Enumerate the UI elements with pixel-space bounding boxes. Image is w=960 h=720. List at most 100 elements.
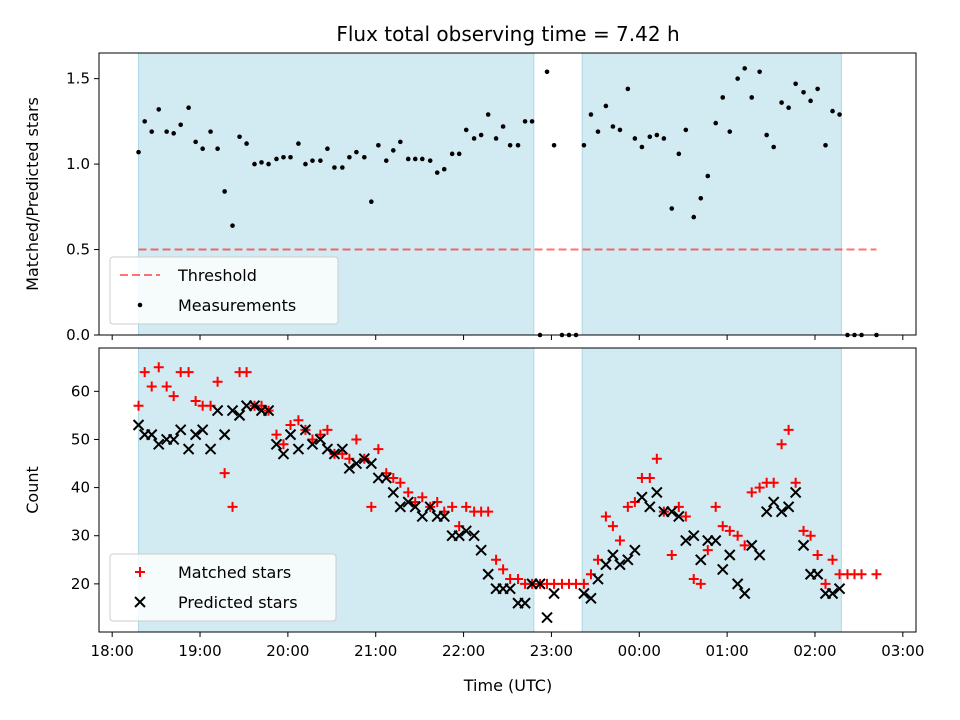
predicted-star-point bbox=[416, 510, 428, 523]
measurement-point bbox=[632, 136, 638, 141]
legend: Threshold Measurements bbox=[109, 256, 339, 325]
matched-star-point bbox=[754, 482, 765, 493]
predicted-star-point bbox=[541, 611, 553, 624]
measurement-point bbox=[647, 134, 653, 140]
predicted-star-point bbox=[277, 448, 290, 460]
matched-star-point bbox=[680, 511, 691, 522]
predicted-star-point bbox=[753, 549, 766, 561]
predicted-star-point bbox=[504, 582, 516, 595]
matched-star-point bbox=[622, 501, 633, 512]
measurement-point bbox=[625, 86, 631, 92]
predicted-star-point bbox=[629, 544, 641, 556]
measurement-point bbox=[507, 142, 513, 148]
x-tick-label: 23:00 bbox=[530, 642, 573, 660]
measurement-point bbox=[171, 131, 176, 136]
measurement-point bbox=[288, 154, 293, 160]
legend-measurement-swatch bbox=[137, 302, 143, 308]
measurement-point bbox=[376, 142, 381, 148]
predicted-star-point bbox=[709, 534, 722, 547]
predicted-star-point bbox=[534, 578, 546, 590]
measurement-point bbox=[164, 129, 169, 134]
predicted-star-point bbox=[314, 433, 327, 446]
matched-star-point bbox=[483, 506, 494, 517]
measurement-point bbox=[727, 129, 733, 134]
shaded-interval-1 bbox=[581, 52, 842, 336]
measurement-point bbox=[449, 151, 455, 157]
measurement-point bbox=[779, 100, 784, 105]
predicted-star-point bbox=[475, 544, 487, 556]
predicted-star-point bbox=[284, 428, 297, 441]
measurement-point bbox=[441, 166, 447, 172]
legend-matched-swatch bbox=[135, 567, 145, 577]
predicted-star-point bbox=[738, 587, 751, 600]
legend-label: Threshold bbox=[177, 266, 257, 285]
predicted-star-point bbox=[651, 486, 663, 499]
matched-star-point bbox=[461, 501, 472, 512]
measurement-point bbox=[801, 90, 806, 95]
measurement-point bbox=[705, 173, 711, 179]
predicted-star-point bbox=[343, 462, 356, 475]
y-tick-label: 20 bbox=[71, 575, 90, 593]
predicted-star-point bbox=[438, 510, 450, 523]
matched-star-point bbox=[410, 497, 421, 508]
shaded-interval-1 bbox=[581, 347, 842, 633]
legend-label: Matched stars bbox=[178, 563, 291, 582]
matched-star-point bbox=[871, 569, 882, 580]
x-tick-label: 03:00 bbox=[881, 642, 924, 660]
predicted-star-point bbox=[746, 539, 758, 552]
measurement-point bbox=[771, 144, 776, 150]
measurement-point bbox=[347, 154, 352, 160]
matched-star-point bbox=[153, 362, 164, 373]
measurement-point bbox=[617, 127, 623, 133]
axes-frame bbox=[98, 52, 917, 336]
measurement-point bbox=[500, 124, 506, 129]
measurement-point bbox=[544, 69, 550, 75]
matched-star-point bbox=[271, 429, 282, 440]
predicted-star-point bbox=[204, 443, 217, 455]
matched-star-point bbox=[651, 453, 662, 464]
top-panel: 0.0 0.5 1.0 1.5 Matched/Predicted stars Thres… bbox=[23, 52, 917, 344]
matched-star-point bbox=[241, 367, 252, 378]
measurement-point bbox=[252, 161, 257, 167]
x-tick-label: 22:00 bbox=[442, 642, 485, 660]
measurement-point bbox=[830, 108, 835, 114]
measurement-point bbox=[515, 142, 521, 148]
y-tick-label: 30 bbox=[71, 527, 90, 545]
x-tick-label: 19:00 bbox=[178, 642, 221, 660]
matched-star-point bbox=[161, 381, 172, 392]
measurement-point bbox=[281, 154, 286, 160]
y-axis-label: Count bbox=[23, 466, 42, 514]
measurement-point bbox=[332, 165, 337, 170]
matched-star-point bbox=[212, 376, 223, 387]
matched-star-point bbox=[133, 400, 144, 411]
predicted-star-point bbox=[196, 424, 209, 436]
matched-star-point bbox=[395, 477, 406, 488]
x-tick-label: 02:00 bbox=[793, 642, 836, 660]
predicted-star-point bbox=[636, 491, 648, 503]
measurement-point bbox=[669, 206, 675, 211]
predicted-star-point bbox=[578, 587, 590, 600]
measurement-point bbox=[713, 120, 719, 126]
matched-star-point bbox=[388, 472, 399, 483]
y-tick-label: 60 bbox=[71, 382, 90, 400]
measurement-point bbox=[749, 95, 755, 100]
predicted-star-point bbox=[394, 501, 407, 513]
matched-star-point bbox=[600, 511, 611, 522]
measurement-point bbox=[815, 86, 820, 92]
predicted-star-point bbox=[673, 510, 685, 523]
measurement-point bbox=[136, 149, 141, 155]
predicted-star-point bbox=[782, 501, 795, 513]
measurement-point bbox=[639, 144, 645, 150]
matched-star-point bbox=[447, 501, 458, 512]
predicted-star-point bbox=[409, 501, 421, 513]
matched-star-point bbox=[614, 535, 625, 546]
matched-star-point bbox=[607, 521, 618, 532]
matched-star-point bbox=[285, 420, 296, 431]
measurement-point bbox=[398, 139, 403, 145]
predicted-star-point bbox=[153, 438, 165, 450]
measurement-point bbox=[310, 158, 315, 163]
legend-box bbox=[109, 553, 337, 622]
matched-star-point bbox=[146, 381, 157, 392]
measurement-point bbox=[588, 112, 594, 117]
